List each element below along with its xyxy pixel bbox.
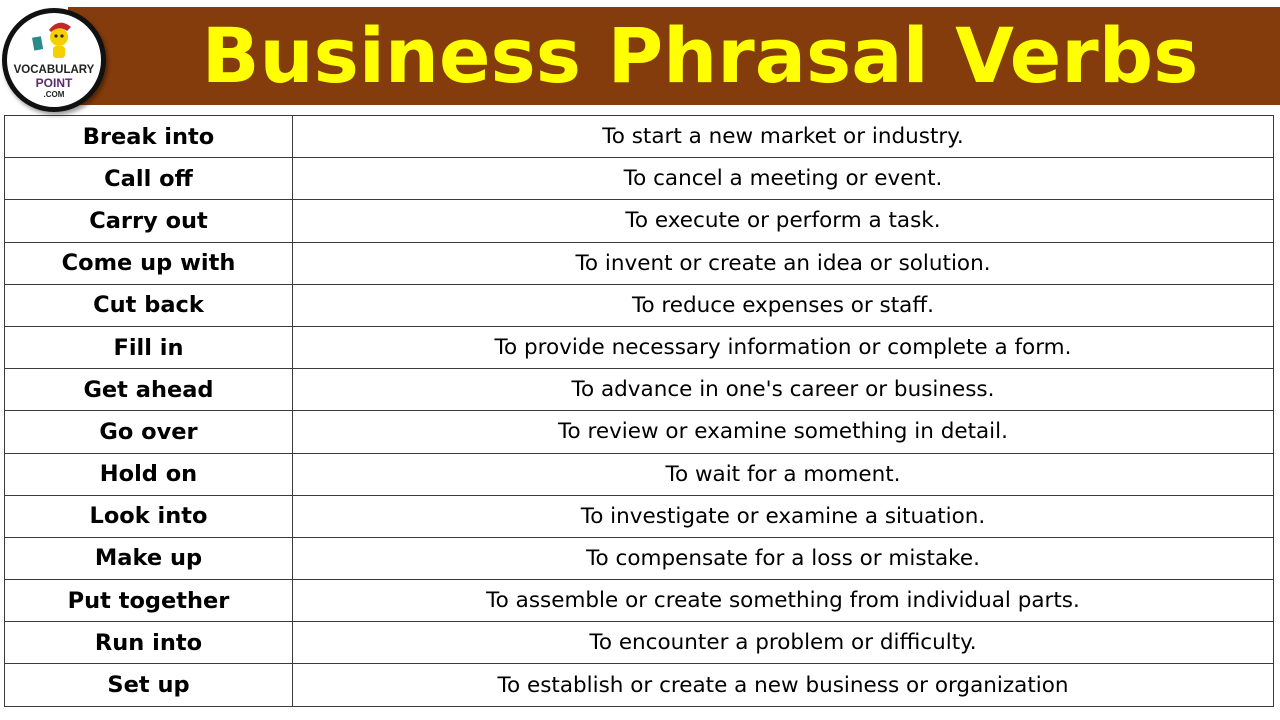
phrasal-verb: Come up with [4, 241, 293, 285]
table-row: Cut back To reduce expenses or staff. [4, 283, 1274, 327]
definition: To assemble or create something from ind… [292, 579, 1274, 623]
phrasal-verb: Cut back [4, 283, 293, 327]
table-row: Come up with To invent or create an idea … [4, 241, 1274, 285]
phrasal-verb: Run into [4, 621, 293, 665]
definition: To encounter a problem or difficulty. [292, 621, 1274, 665]
phrasal-verbs-table: Break into To start a new market or indus… [4, 114, 1274, 707]
phrasal-verb: Look into [4, 494, 293, 538]
table-row: Put together To assemble or create someth… [4, 579, 1274, 623]
phrasal-verb: Call off [4, 157, 293, 201]
mascot-icon [32, 22, 71, 58]
table-row: Make up To compensate for a loss or mista… [4, 536, 1274, 581]
table-row: Hold on To wait for a moment. [4, 452, 1274, 496]
table-row: Carry out To execute or perform a task. [4, 199, 1274, 243]
phrasal-verb: Set up [4, 663, 293, 707]
definition: To reduce expenses or staff. [292, 283, 1274, 327]
page-title: Business Phrasal Verbs [201, 11, 1199, 100]
definition: To review or examine something in detail… [292, 410, 1274, 454]
phrasal-verb: Put together [4, 579, 293, 623]
phrasal-verb: Break into [4, 114, 293, 159]
definition: To compensate for a loss or mistake. [292, 536, 1274, 581]
table-row: Call off To cancel a meeting or event. [4, 157, 1274, 201]
logo-text-point: POINT [35, 76, 73, 90]
phrasal-verb: Go over [4, 410, 293, 454]
phrasal-verb: Fill in [4, 325, 293, 370]
definition: To cancel a meeting or event. [292, 157, 1274, 201]
table-row: Break into To start a new market or indus… [4, 114, 1274, 159]
phrasal-verb: Get ahead [4, 368, 293, 412]
definition: To start a new market or industry. [292, 114, 1274, 159]
definition: To wait for a moment. [292, 452, 1274, 496]
definition: To advance in one's career or business. [292, 368, 1274, 412]
definition: To investigate or examine a situation. [292, 494, 1274, 538]
phrasal-verb: Carry out [4, 199, 293, 243]
table-row: Set up To establish or create a new busin… [4, 663, 1274, 707]
vocabulary-point-logo: VOCABULARY POINT .COM [2, 8, 106, 112]
table-row: Get ahead To advance in one's career or b… [4, 368, 1274, 412]
phrasal-verb: Make up [4, 536, 293, 581]
definition: To invent or create an idea or solution. [292, 241, 1274, 285]
definition: To execute or perform a task. [292, 199, 1274, 243]
table-row: Run into To encounter a problem or diffic… [4, 621, 1274, 665]
logo-text-vocabulary: VOCABULARY [13, 64, 95, 76]
header-banner [68, 7, 1280, 105]
table-row: Look into To investigate or examine a sit… [4, 494, 1274, 538]
phrasal-verb: Hold on [4, 452, 293, 496]
table-row: Fill in To provide necessary information … [4, 325, 1274, 370]
definition: To establish or create a new business or… [292, 663, 1274, 707]
table-row: Go over To review or examine something in… [4, 410, 1274, 454]
definition: To provide necessary information or comp… [292, 325, 1274, 370]
logo-text-com: .COM [43, 90, 65, 99]
